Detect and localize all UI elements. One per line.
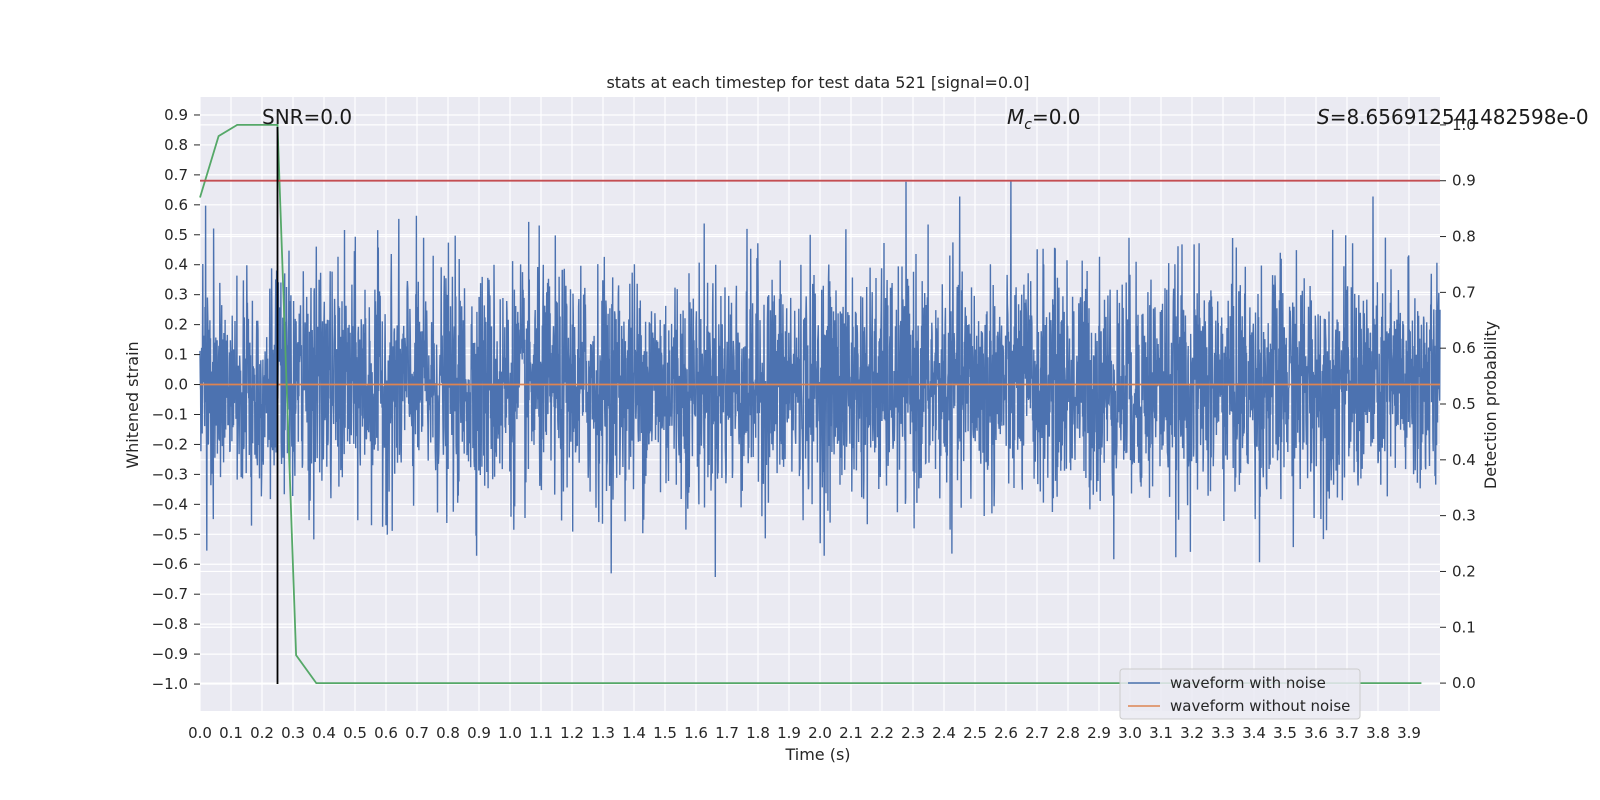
y2-tick-label: 0.1 bbox=[1452, 618, 1476, 636]
y-tick-label: −0.5 bbox=[152, 525, 188, 543]
x-tick-label: 1.4 bbox=[622, 724, 646, 742]
x-tick-label: 2.5 bbox=[963, 724, 987, 742]
x-tick-label: 3.0 bbox=[1118, 724, 1142, 742]
x-tick-label: 0.8 bbox=[436, 724, 460, 742]
x-tick-label: 1.9 bbox=[777, 724, 801, 742]
x-tick-label: 1.1 bbox=[529, 724, 553, 742]
y2-tick-label: 0.5 bbox=[1452, 395, 1476, 413]
x-tick-label: 3.5 bbox=[1273, 724, 1297, 742]
s-value: =8.656912541482598e-0 bbox=[1330, 105, 1589, 129]
x-tick-label: 1.6 bbox=[684, 724, 708, 742]
x-tick-label: 2.6 bbox=[994, 724, 1018, 742]
y-tick-label: −0.7 bbox=[152, 585, 188, 603]
s-symbol: S bbox=[1317, 105, 1330, 129]
x-tick-label: 2.1 bbox=[839, 724, 863, 742]
y-axis-ticks: 0.9 0.8 0.7 0.6 0.5 0.4 0.3 0.2 0.1 0.0 −0.1 −0.2 −0… bbox=[152, 106, 200, 693]
x-tick-label: 3.4 bbox=[1242, 724, 1266, 742]
series-lines bbox=[199, 124, 1440, 685]
mc-annotation: Mc=0.0 bbox=[1007, 105, 1081, 133]
x-tick-label: 2.0 bbox=[808, 724, 832, 742]
x-tick-label: 1.8 bbox=[746, 724, 770, 742]
y2-tick-label: 0.7 bbox=[1452, 283, 1476, 301]
x-tick-label: 1.2 bbox=[560, 724, 584, 742]
y2-tick-label: 0.0 bbox=[1452, 674, 1476, 692]
legend: waveform with noise waveform without noi… bbox=[1119, 668, 1361, 720]
y-tick-label: 0.2 bbox=[164, 316, 188, 334]
x-tick-label: 2.2 bbox=[870, 724, 894, 742]
y-tick-label: 0.0 bbox=[164, 376, 188, 394]
y2-tick-label: 0.6 bbox=[1452, 339, 1476, 357]
x-tick-label: 0.1 bbox=[219, 724, 243, 742]
mc-subscript: c bbox=[1024, 117, 1032, 133]
x-tick-label: 3.6 bbox=[1304, 724, 1328, 742]
y-tick-label: −0.2 bbox=[152, 435, 188, 453]
x-tick-label: 3.9 bbox=[1397, 724, 1421, 742]
x-tick-label: 0.9 bbox=[467, 724, 491, 742]
y2-tick-label: 0.2 bbox=[1452, 562, 1476, 580]
x-tick-label: 0.7 bbox=[405, 724, 429, 742]
x-tick-label: 3.2 bbox=[1180, 724, 1204, 742]
x-tick-label: 1.0 bbox=[498, 724, 522, 742]
y-tick-label: −0.1 bbox=[152, 405, 188, 423]
y2-tick-label: 0.8 bbox=[1452, 228, 1476, 246]
y-tick-label: 0.9 bbox=[164, 106, 188, 124]
x-tick-label: 1.3 bbox=[591, 724, 615, 742]
y-axis-label: Whitened strain bbox=[123, 341, 142, 468]
x-tick-label: 2.8 bbox=[1056, 724, 1080, 742]
x-tick-label: 3.3 bbox=[1211, 724, 1235, 742]
y-tick-label: 0.8 bbox=[164, 136, 188, 154]
x-tick-label: 2.7 bbox=[1025, 724, 1049, 742]
y-tick-label: −0.6 bbox=[152, 555, 188, 573]
x-tick-label: 3.8 bbox=[1366, 724, 1390, 742]
y-tick-label: −0.3 bbox=[152, 465, 188, 483]
x-tick-label: 0.0 bbox=[188, 724, 212, 742]
y2-tick-label: 0.4 bbox=[1452, 451, 1476, 469]
x-tick-label: 2.4 bbox=[932, 724, 956, 742]
x-tick-label: 0.4 bbox=[312, 724, 336, 742]
y-tick-label: −1.0 bbox=[152, 675, 188, 693]
x-tick-label: 0.6 bbox=[374, 724, 398, 742]
snr-annotation: SNR=0.0 bbox=[262, 105, 352, 129]
chart-title: stats at each timestep for test data 521… bbox=[606, 73, 1029, 92]
x-tick-label: 0.2 bbox=[250, 724, 274, 742]
x-tick-label: 0.5 bbox=[343, 724, 367, 742]
x-tick-label: 2.9 bbox=[1087, 724, 1111, 742]
x-tick-label: 0.3 bbox=[281, 724, 305, 742]
x-axis-ticks: 0.0 0.1 0.2 0.3 0.4 0.5 0.6 0.7 0.8 0.9 1.0 1.1 1.2 1… bbox=[188, 724, 1421, 742]
x-axis-label: Time (s) bbox=[784, 745, 850, 764]
x-tick-label: 3.7 bbox=[1335, 724, 1359, 742]
waveform-with-noise-line bbox=[199, 180, 1441, 578]
legend-entry-clean: waveform without noise bbox=[1170, 697, 1350, 715]
y2-tick-label: 0.9 bbox=[1452, 172, 1476, 190]
legend-box bbox=[1119, 668, 1361, 720]
y-tick-label: 0.7 bbox=[164, 166, 188, 184]
y-tick-label: 0.3 bbox=[164, 286, 188, 304]
detection-probability-line bbox=[199, 124, 1422, 684]
y2-axis-ticks: 0.0 0.1 0.2 0.3 0.4 0.5 0.6 0.7 0.8 0.9 1.0 bbox=[1440, 116, 1476, 692]
x-tick-label: 3.1 bbox=[1149, 724, 1173, 742]
mc-symbol: M bbox=[1007, 105, 1024, 129]
y-tick-label: −0.8 bbox=[152, 615, 188, 633]
x-tick-label: 1.7 bbox=[715, 724, 739, 742]
mc-value: =0.0 bbox=[1032, 105, 1081, 129]
y-tick-label: 0.6 bbox=[164, 196, 188, 214]
x-tick-label: 2.3 bbox=[901, 724, 925, 742]
s-annotation: S=8.656912541482598e-0 bbox=[1317, 105, 1589, 129]
x-tick-label: 1.5 bbox=[653, 724, 677, 742]
y2-axis-label: Detection probability bbox=[1481, 321, 1500, 489]
y2-tick-label: 1.0 bbox=[1452, 116, 1476, 134]
y-tick-label: 0.1 bbox=[164, 346, 188, 364]
y-tick-label: −0.4 bbox=[152, 495, 188, 513]
series-waveform-with-noise bbox=[199, 180, 1441, 578]
y-tick-label: −0.9 bbox=[152, 645, 188, 663]
y-tick-label: 0.4 bbox=[164, 256, 188, 274]
y-tick-label: 0.5 bbox=[164, 226, 188, 244]
legend-entry-noise: waveform with noise bbox=[1170, 674, 1326, 692]
y2-tick-label: 0.3 bbox=[1452, 507, 1476, 525]
